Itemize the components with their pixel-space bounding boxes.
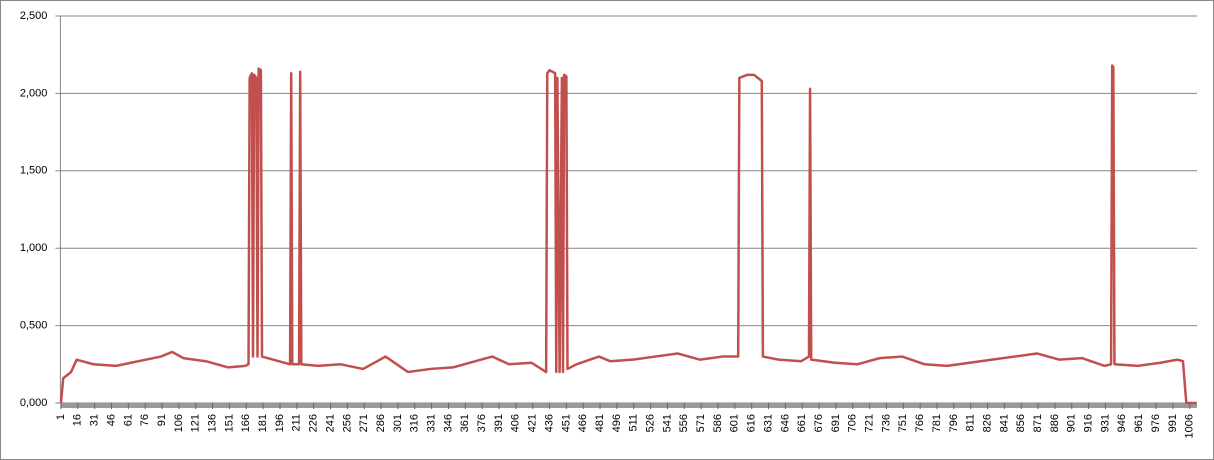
- x-tick-label: 106: [173, 414, 185, 432]
- x-tick-label: 376: [476, 414, 488, 432]
- x-tick-label: 706: [847, 414, 859, 432]
- x-tick-label: 676: [813, 414, 825, 432]
- x-tick-label: 61: [122, 414, 134, 426]
- x-tick-label: 556: [678, 414, 690, 432]
- x-tick-label: 301: [392, 414, 404, 432]
- x-tick-label: 196: [274, 414, 286, 432]
- x-tick-label: 346: [442, 414, 454, 432]
- x-tick-label: 766: [914, 414, 926, 432]
- x-tick-label: 46: [105, 414, 117, 426]
- x-tick-label: 736: [880, 414, 892, 432]
- x-tick-label: 316: [409, 414, 421, 432]
- y-tick-label: 0,500: [20, 320, 48, 332]
- x-tick-label: 886: [1049, 414, 1061, 432]
- x-tick-label: 391: [493, 414, 505, 432]
- y-tick-label: 0,000: [20, 397, 48, 409]
- x-tick-label: 31: [89, 414, 101, 426]
- x-tick-label: 451: [560, 414, 572, 432]
- x-tick-label: 526: [645, 414, 657, 432]
- x-tick-label: 901: [1066, 414, 1078, 432]
- x-tick-label: 16: [72, 414, 84, 426]
- x-tick-label: 136: [206, 414, 218, 432]
- x-tick-label: 916: [1083, 414, 1095, 432]
- x-tick-label: 421: [527, 414, 539, 432]
- x-tick-label: 271: [358, 414, 370, 432]
- x-tick-label: 931: [1099, 414, 1111, 432]
- x-tick-label: 616: [746, 414, 758, 432]
- x-tick-label: 631: [762, 414, 774, 432]
- y-tick-label: 1,000: [20, 242, 48, 254]
- x-tick-label: 181: [257, 414, 269, 432]
- x-tick-label: 466: [577, 414, 589, 432]
- x-tick-label: 751: [897, 414, 909, 432]
- x-tick-label: 586: [712, 414, 724, 432]
- x-tick-label: 256: [341, 414, 353, 432]
- x-tick-label: 961: [1133, 414, 1145, 432]
- y-tick-label: 2,000: [20, 87, 48, 99]
- x-axis-minor-ticks: [60, 403, 1197, 408]
- x-tick-label: 151: [223, 414, 235, 432]
- x-tick-label: 946: [1116, 414, 1128, 432]
- x-tick-label: 541: [661, 414, 673, 432]
- x-tick-label: 571: [695, 414, 707, 432]
- x-tick-label: 856: [1015, 414, 1027, 432]
- x-tick-label: 121: [190, 414, 202, 432]
- x-tick-label: 721: [864, 414, 876, 432]
- x-tick-label: 796: [948, 414, 960, 432]
- x-tick-label: 406: [510, 414, 522, 432]
- x-tick-label: 241: [324, 414, 336, 432]
- x-tick-label: 481: [594, 414, 606, 432]
- x-tick-label: 331: [425, 414, 437, 432]
- x-tick-label: 286: [375, 414, 387, 432]
- x-tick-label: 661: [796, 414, 808, 432]
- x-tick-label: 91: [156, 414, 168, 426]
- x-tick-label: 436: [543, 414, 555, 432]
- y-tick-label: 2,500: [20, 10, 48, 22]
- data-line: [59, 64, 1197, 405]
- x-tick-label: 1: [55, 414, 67, 420]
- y-tick-label: 1,500: [20, 165, 48, 177]
- x-tick-label: 781: [931, 414, 943, 432]
- x-tick-label: 496: [611, 414, 623, 432]
- x-tick-label: 166: [240, 414, 252, 432]
- x-tick-label: 646: [779, 414, 791, 432]
- x-tick-label: 811: [965, 414, 977, 432]
- x-tick-label: 1006: [1184, 414, 1196, 438]
- x-tick-label: 601: [729, 414, 741, 432]
- x-tick-label: 211: [291, 414, 303, 432]
- x-tick-label: 991: [1167, 414, 1179, 432]
- x-tick-label: 361: [459, 414, 471, 432]
- x-tick-label: 511: [628, 414, 640, 432]
- x-tick-label: 976: [1150, 414, 1162, 432]
- x-tick-label: 226: [308, 414, 320, 432]
- x-tick-label: 691: [830, 414, 842, 432]
- x-tick-label: 841: [998, 414, 1010, 432]
- x-tick-label: 76: [139, 414, 151, 426]
- x-tick-label: 826: [981, 414, 993, 432]
- x-tick-label: 871: [1032, 414, 1044, 432]
